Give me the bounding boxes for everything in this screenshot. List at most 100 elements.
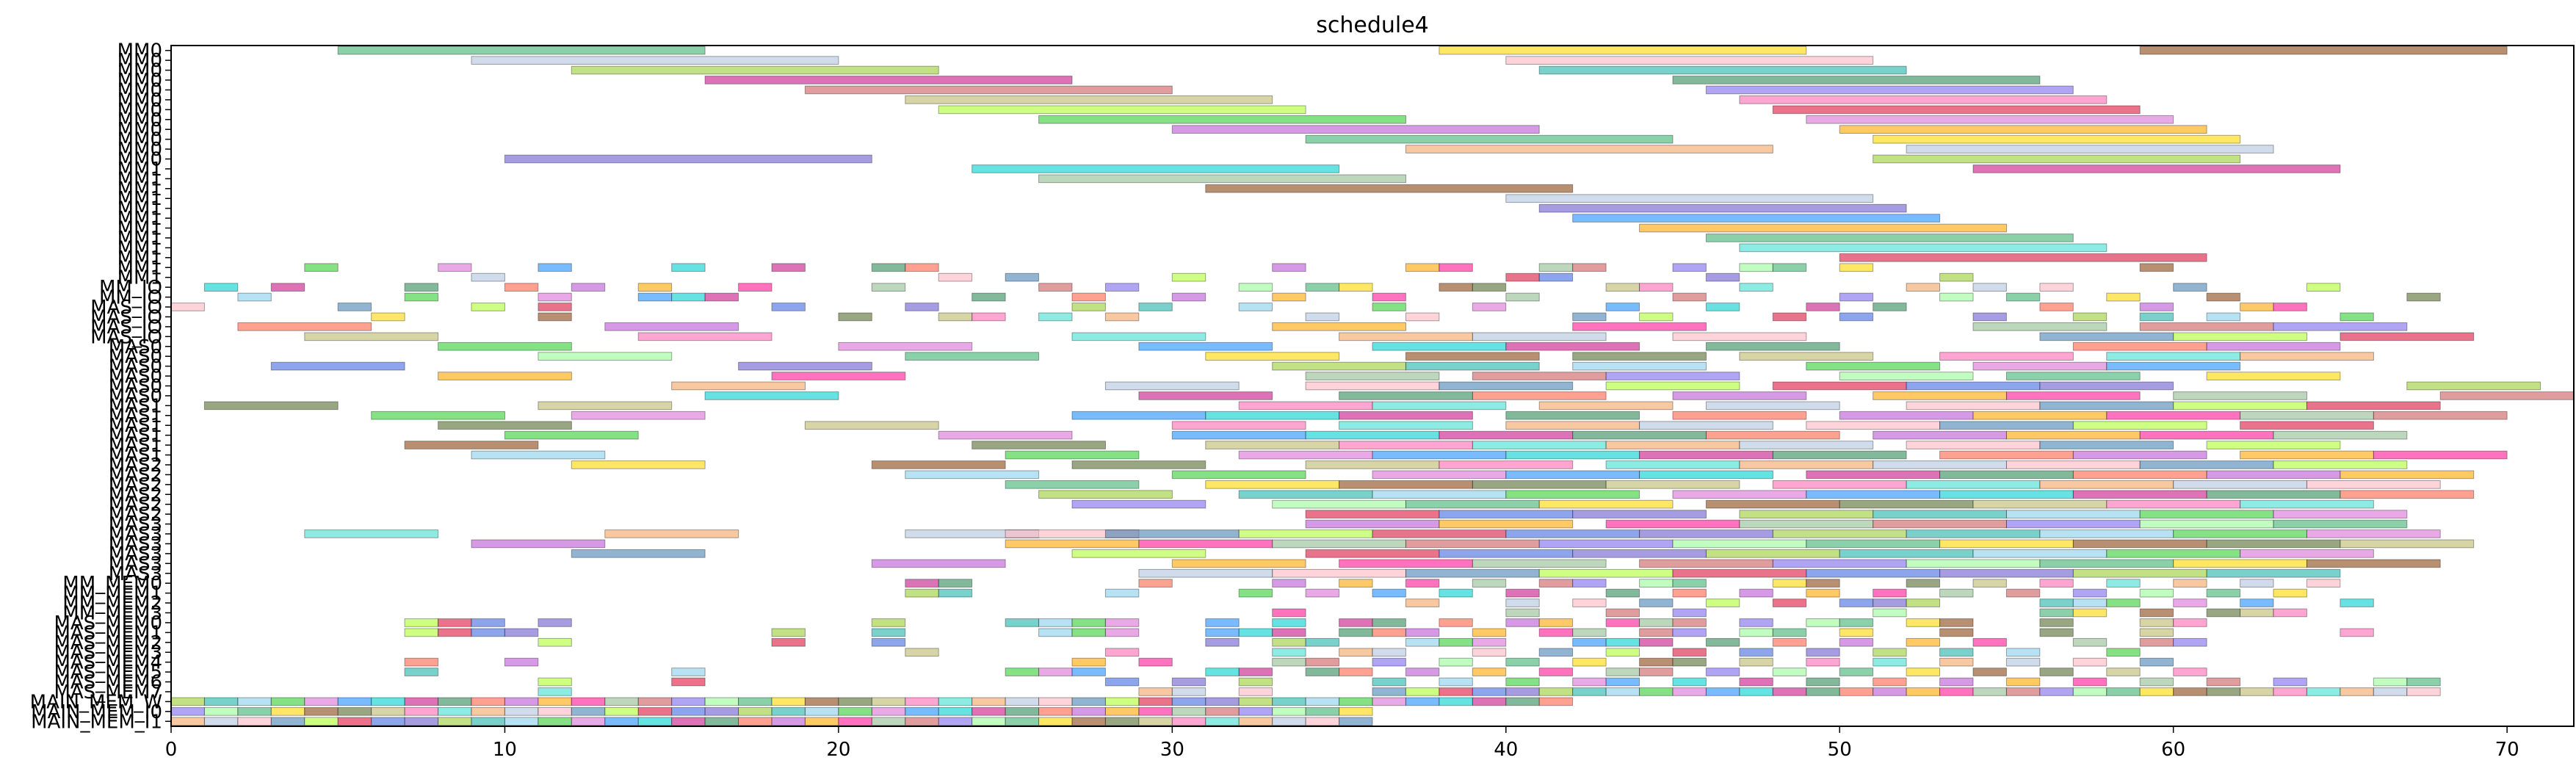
schedule-bar [1505, 529, 1640, 538]
schedule-bar [738, 361, 872, 371]
schedule-bar [637, 283, 673, 292]
schedule-bar [1538, 618, 1574, 627]
schedule-bar [571, 707, 606, 716]
schedule-bar [1038, 697, 1073, 706]
schedule-bar [1639, 421, 1773, 430]
schedule-bar [1138, 303, 1173, 311]
schedule-bar [270, 361, 405, 371]
schedule-bar [1305, 283, 1339, 292]
schedule-bar [538, 312, 572, 322]
schedule-bar [237, 292, 272, 302]
schedule-bar [1672, 263, 1707, 272]
schedule-bar [1972, 361, 2108, 371]
schedule-bar [1505, 490, 1640, 499]
schedule-bar [2240, 450, 2374, 460]
schedule-bar [1405, 697, 1440, 706]
schedule-bar [972, 292, 1006, 302]
schedule-bar [1071, 657, 1106, 667]
schedule-bar [1705, 637, 1740, 647]
schedule-bar [1372, 292, 1406, 302]
lane-label: MAS1 [109, 415, 162, 437]
schedule-bar [1071, 618, 1106, 627]
schedule-bar [2240, 303, 2274, 311]
schedule-bar [1538, 579, 1574, 587]
schedule-bar [1572, 263, 1607, 272]
schedule-bar [1672, 76, 2041, 84]
schedule-bar [471, 303, 505, 311]
schedule-bar [1439, 657, 1473, 667]
schedule-bar [1071, 697, 1106, 706]
lane-label: MAS_MEM4 [54, 652, 162, 674]
schedule-bar [1104, 529, 1240, 538]
schedule-bar [471, 272, 505, 282]
schedule-bar [2273, 588, 2307, 598]
schedule-bar [2039, 668, 2074, 676]
schedule-bar [1605, 519, 1740, 529]
schedule-bar [671, 707, 706, 716]
schedule-bar [972, 717, 1006, 726]
schedule-bar [2173, 618, 2207, 627]
lane-label: MAS2 [109, 494, 162, 516]
schedule-bar [1639, 657, 1674, 667]
lane-label: MM1 [117, 218, 162, 240]
schedule-bar [1939, 677, 1974, 687]
schedule-bar [1839, 263, 1874, 272]
schedule-bar [838, 707, 872, 716]
lane-label: MM0 [117, 109, 162, 131]
schedule-bar [604, 529, 739, 538]
schedule-bar [1238, 450, 1373, 460]
schedule-bar [1672, 490, 1807, 499]
schedule-bar [170, 303, 205, 311]
lane-label: MM_MEM0 [62, 573, 162, 595]
schedule-bar [1472, 559, 1607, 568]
schedule-bar [2206, 470, 2341, 480]
schedule-bar [1439, 618, 1473, 627]
schedule-bar [1472, 332, 1607, 341]
schedule-bar [2005, 391, 2141, 400]
schedule-bar [871, 559, 1006, 568]
schedule-bar [1238, 687, 1273, 696]
schedule-bar [2273, 430, 2408, 440]
schedule-bar [1238, 677, 1273, 687]
schedule-bar [2072, 341, 2207, 351]
schedule-bar [1472, 480, 1607, 489]
schedule-bar [771, 303, 806, 311]
schedule-bar [1439, 263, 1473, 272]
schedule-bar [738, 283, 773, 292]
lane-label: MAS0 [109, 376, 162, 398]
schedule-bar [1405, 145, 1773, 153]
schedule-bar [270, 283, 305, 292]
schedule-bar [2406, 687, 2441, 696]
schedule-bar [1472, 303, 1507, 311]
schedule-bar [2106, 648, 2141, 657]
schedule-bar [1873, 430, 2007, 440]
schedule-bar [1505, 341, 1640, 351]
schedule-bar [2072, 421, 2207, 430]
lane-label: MM0 [117, 149, 162, 171]
schedule-bar [1739, 618, 1773, 627]
schedule-bar [1372, 470, 1507, 480]
schedule-bar [1205, 668, 1240, 676]
schedule-bar [1272, 637, 1306, 647]
schedule-bar [1505, 421, 1640, 430]
schedule-bar [1104, 381, 1240, 391]
schedule-bar [538, 717, 572, 726]
schedule-bar [1672, 657, 1707, 667]
lane-label: MAIN_MEM_I0 [31, 701, 162, 723]
lane-label: MM1 [117, 168, 162, 190]
schedule-bar [871, 283, 906, 292]
schedule-bar [1405, 687, 1440, 696]
schedule-bar [1505, 450, 1640, 460]
x-axis: 0 10 20 30 40 50 60 70 [165, 726, 2519, 761]
schedule-bar [2340, 539, 2475, 549]
schedule-bar [1672, 628, 1707, 637]
schedule-bar [1339, 628, 1373, 637]
schedule-bar [2273, 687, 2307, 696]
lane-label: MAS2 [109, 474, 162, 496]
schedule-bar [1505, 292, 1540, 302]
schedule-bar [1038, 717, 1073, 726]
schedule-bar [1572, 510, 1707, 518]
schedule-bar [905, 717, 939, 726]
schedule-bar [471, 56, 839, 65]
schedule-bar [504, 154, 872, 164]
